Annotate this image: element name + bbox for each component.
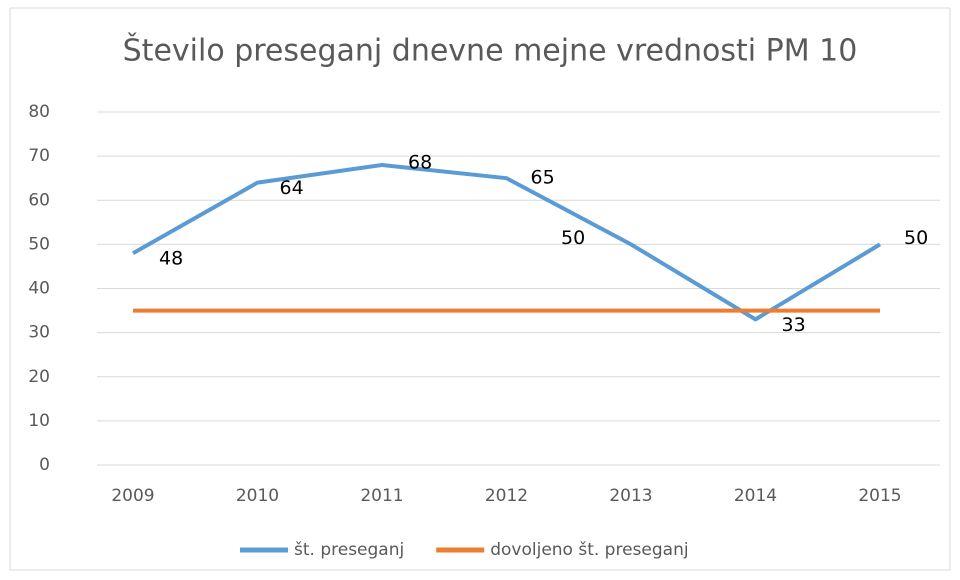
x-tick-label: 2012 <box>485 486 528 506</box>
y-tick-label: 80 <box>28 102 50 122</box>
data-label: 64 <box>280 177 304 199</box>
y-tick-label: 0 <box>39 455 50 475</box>
x-tick-label: 2011 <box>360 486 403 506</box>
y-tick-label: 30 <box>28 323 50 343</box>
data-label: 33 <box>782 314 806 336</box>
y-tick-label: 20 <box>28 367 50 387</box>
y-tick-label: 10 <box>28 411 50 431</box>
legend-label: št. preseganj <box>294 540 404 560</box>
data-label: 65 <box>531 167 555 189</box>
x-tick-label: 2015 <box>858 486 901 506</box>
y-tick-label: 70 <box>28 146 50 166</box>
y-tick-label: 40 <box>28 279 50 299</box>
x-tick-label: 2013 <box>609 486 652 506</box>
x-tick-label: 2009 <box>111 486 154 506</box>
data-label: 50 <box>904 227 928 249</box>
data-label: 68 <box>408 151 432 173</box>
x-tick-label: 2014 <box>734 486 777 506</box>
legend-label: dovoljeno št. preseganj <box>490 540 688 560</box>
x-tick-label: 2010 <box>236 486 279 506</box>
y-tick-label: 60 <box>28 190 50 210</box>
series-line <box>132 162 882 322</box>
chart-title: Število preseganj dnevne mejne vrednosti… <box>123 32 858 69</box>
data-label: 50 <box>561 227 585 249</box>
data-label: 48 <box>159 248 183 270</box>
y-tick-label: 50 <box>28 234 50 254</box>
